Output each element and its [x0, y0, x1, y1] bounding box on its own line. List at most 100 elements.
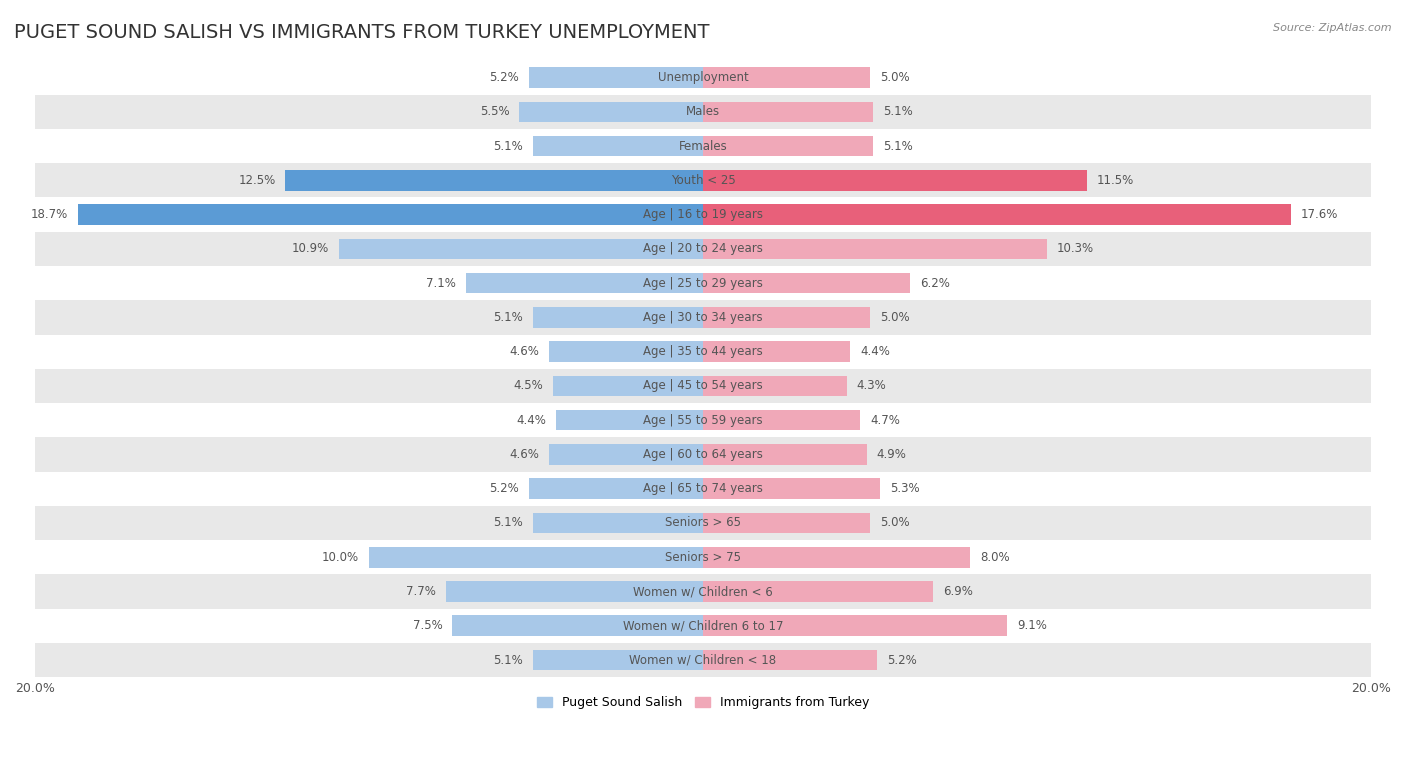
- Text: 18.7%: 18.7%: [31, 208, 69, 221]
- Text: PUGET SOUND SALISH VS IMMIGRANTS FROM TURKEY UNEMPLOYMENT: PUGET SOUND SALISH VS IMMIGRANTS FROM TU…: [14, 23, 710, 42]
- Text: Age | 35 to 44 years: Age | 35 to 44 years: [643, 345, 763, 358]
- Text: Women w/ Children 6 to 17: Women w/ Children 6 to 17: [623, 619, 783, 632]
- Bar: [703, 512, 870, 533]
- Bar: [550, 341, 703, 362]
- Text: Age | 25 to 29 years: Age | 25 to 29 years: [643, 276, 763, 290]
- Bar: [703, 307, 870, 328]
- Text: 4.3%: 4.3%: [856, 379, 886, 392]
- Bar: [703, 547, 970, 568]
- Text: 4.6%: 4.6%: [509, 345, 540, 358]
- Bar: [703, 136, 873, 157]
- Bar: [533, 650, 703, 670]
- Bar: [339, 238, 703, 259]
- Bar: [533, 307, 703, 328]
- Text: 4.5%: 4.5%: [513, 379, 543, 392]
- Text: 5.1%: 5.1%: [494, 653, 523, 666]
- Text: 4.4%: 4.4%: [516, 413, 546, 427]
- Text: 5.1%: 5.1%: [494, 139, 523, 153]
- Bar: [703, 581, 934, 602]
- Text: 5.1%: 5.1%: [494, 311, 523, 324]
- Bar: [35, 506, 1371, 540]
- Legend: Puget Sound Salish, Immigrants from Turkey: Puget Sound Salish, Immigrants from Turk…: [531, 691, 875, 714]
- Text: Unemployment: Unemployment: [658, 71, 748, 84]
- Bar: [519, 101, 703, 122]
- Bar: [35, 266, 1371, 301]
- Text: Women w/ Children < 6: Women w/ Children < 6: [633, 585, 773, 598]
- Bar: [553, 375, 703, 396]
- Bar: [529, 478, 703, 499]
- Text: 7.5%: 7.5%: [413, 619, 443, 632]
- Text: Women w/ Children < 18: Women w/ Children < 18: [630, 653, 776, 666]
- Text: 10.0%: 10.0%: [322, 551, 359, 564]
- Bar: [703, 410, 860, 431]
- Text: 5.1%: 5.1%: [883, 139, 912, 153]
- Bar: [35, 609, 1371, 643]
- Text: Age | 65 to 74 years: Age | 65 to 74 years: [643, 482, 763, 495]
- Bar: [533, 136, 703, 157]
- Bar: [35, 472, 1371, 506]
- Text: 5.0%: 5.0%: [880, 516, 910, 529]
- Bar: [703, 341, 851, 362]
- Text: Age | 30 to 34 years: Age | 30 to 34 years: [643, 311, 763, 324]
- Bar: [555, 410, 703, 431]
- Text: 5.2%: 5.2%: [489, 71, 519, 84]
- Text: 4.7%: 4.7%: [870, 413, 900, 427]
- Bar: [465, 273, 703, 294]
- Bar: [35, 438, 1371, 472]
- Text: 5.0%: 5.0%: [880, 71, 910, 84]
- Text: Seniors > 75: Seniors > 75: [665, 551, 741, 564]
- Text: 9.1%: 9.1%: [1017, 619, 1047, 632]
- Text: Males: Males: [686, 105, 720, 118]
- Text: 5.3%: 5.3%: [890, 482, 920, 495]
- Text: Age | 55 to 59 years: Age | 55 to 59 years: [643, 413, 763, 427]
- Text: 10.3%: 10.3%: [1057, 242, 1094, 255]
- Text: 5.0%: 5.0%: [880, 311, 910, 324]
- Bar: [35, 643, 1371, 678]
- Text: Youth < 25: Youth < 25: [671, 174, 735, 187]
- Bar: [35, 164, 1371, 198]
- Text: 10.9%: 10.9%: [291, 242, 329, 255]
- Bar: [533, 512, 703, 533]
- Text: 5.2%: 5.2%: [887, 653, 917, 666]
- Text: Age | 60 to 64 years: Age | 60 to 64 years: [643, 448, 763, 461]
- Bar: [35, 335, 1371, 369]
- Text: Source: ZipAtlas.com: Source: ZipAtlas.com: [1274, 23, 1392, 33]
- Bar: [703, 67, 870, 88]
- Bar: [703, 615, 1007, 636]
- Text: Age | 45 to 54 years: Age | 45 to 54 years: [643, 379, 763, 392]
- Bar: [703, 238, 1047, 259]
- Bar: [703, 273, 910, 294]
- Text: 4.4%: 4.4%: [860, 345, 890, 358]
- Bar: [79, 204, 703, 225]
- Bar: [35, 301, 1371, 335]
- Text: 4.9%: 4.9%: [877, 448, 907, 461]
- Text: 7.1%: 7.1%: [426, 276, 456, 290]
- Bar: [703, 478, 880, 499]
- Bar: [368, 547, 703, 568]
- Text: Seniors > 65: Seniors > 65: [665, 516, 741, 529]
- Text: Age | 16 to 19 years: Age | 16 to 19 years: [643, 208, 763, 221]
- Bar: [285, 170, 703, 191]
- Bar: [35, 403, 1371, 438]
- Bar: [35, 129, 1371, 164]
- Text: Age | 20 to 24 years: Age | 20 to 24 years: [643, 242, 763, 255]
- Text: 5.2%: 5.2%: [489, 482, 519, 495]
- Text: 4.6%: 4.6%: [509, 448, 540, 461]
- Text: 11.5%: 11.5%: [1097, 174, 1135, 187]
- Bar: [703, 444, 866, 465]
- Bar: [703, 204, 1291, 225]
- Bar: [35, 540, 1371, 575]
- Text: 6.2%: 6.2%: [920, 276, 950, 290]
- Text: 5.5%: 5.5%: [479, 105, 509, 118]
- Text: 7.7%: 7.7%: [406, 585, 436, 598]
- Text: 17.6%: 17.6%: [1301, 208, 1339, 221]
- Bar: [703, 650, 877, 670]
- Text: 5.1%: 5.1%: [494, 516, 523, 529]
- Text: 6.9%: 6.9%: [943, 585, 973, 598]
- Bar: [35, 232, 1371, 266]
- Bar: [703, 375, 846, 396]
- Bar: [529, 67, 703, 88]
- Bar: [446, 581, 703, 602]
- Bar: [703, 170, 1087, 191]
- Bar: [35, 198, 1371, 232]
